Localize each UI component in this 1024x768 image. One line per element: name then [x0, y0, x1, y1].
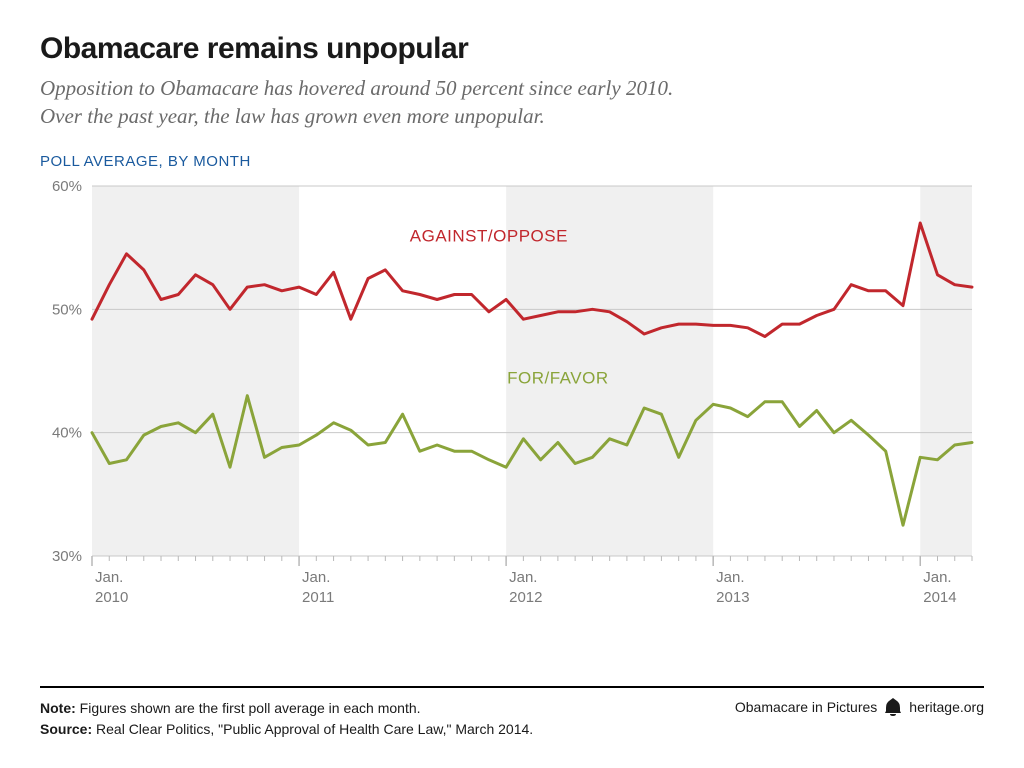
footer-right-text-2: heritage.org [909, 699, 984, 715]
subtitle-line-1: Opposition to Obamacare has hovered arou… [40, 76, 673, 100]
note-text: Figures shown are the first poll average… [76, 700, 421, 716]
subtitle-line-2: Over the past year, the law has grown ev… [40, 104, 545, 128]
svg-text:50%: 50% [52, 301, 82, 318]
svg-text:2013: 2013 [716, 589, 749, 606]
svg-text:Jan.: Jan. [509, 569, 537, 586]
bell-icon [885, 698, 901, 716]
line-chart: 30% 40% 50% 60% Jan. 2010 Jan. 2011 Jan. 2012 Jan.… [40, 176, 984, 616]
source-label: Source: [40, 721, 92, 737]
svg-text:2011: 2011 [302, 589, 334, 606]
svg-text:30%: 30% [52, 548, 82, 565]
svg-text:Jan.: Jan. [716, 569, 744, 586]
svg-text:AGAINST/OPPOSE: AGAINST/OPPOSE [410, 226, 568, 245]
source-text: Real Clear Politics, "Public Approval of… [92, 721, 533, 737]
svg-text:40%: 40% [52, 424, 82, 441]
chart-footer: Note: Figures shown are the first poll a… [40, 686, 984, 740]
chart-subtitle: Opposition to Obamacare has hovered arou… [40, 74, 984, 131]
svg-text:2010: 2010 [95, 589, 128, 606]
svg-text:Jan.: Jan. [923, 569, 951, 586]
footer-right-text-1: Obamacare in Pictures [735, 699, 877, 715]
chart-title: Obamacare remains unpopular [40, 32, 984, 66]
svg-text:Jan.: Jan. [302, 569, 330, 586]
svg-text:FOR/FAVOR: FOR/FAVOR [507, 368, 608, 387]
footer-left: Note: Figures shown are the first poll a… [40, 698, 533, 740]
svg-text:2014: 2014 [923, 589, 956, 606]
note-label: Note: [40, 700, 76, 716]
footer-right: Obamacare in Pictures heritage.org [735, 698, 984, 716]
svg-text:Jan.: Jan. [95, 569, 123, 586]
svg-text:2012: 2012 [509, 589, 542, 606]
chart-svg: 30% 40% 50% 60% Jan. 2010 Jan. 2011 Jan. 2012 Jan.… [40, 176, 984, 616]
chart-axis-label: POLL AVERAGE, BY MONTH [40, 153, 984, 170]
svg-text:60%: 60% [52, 178, 82, 195]
